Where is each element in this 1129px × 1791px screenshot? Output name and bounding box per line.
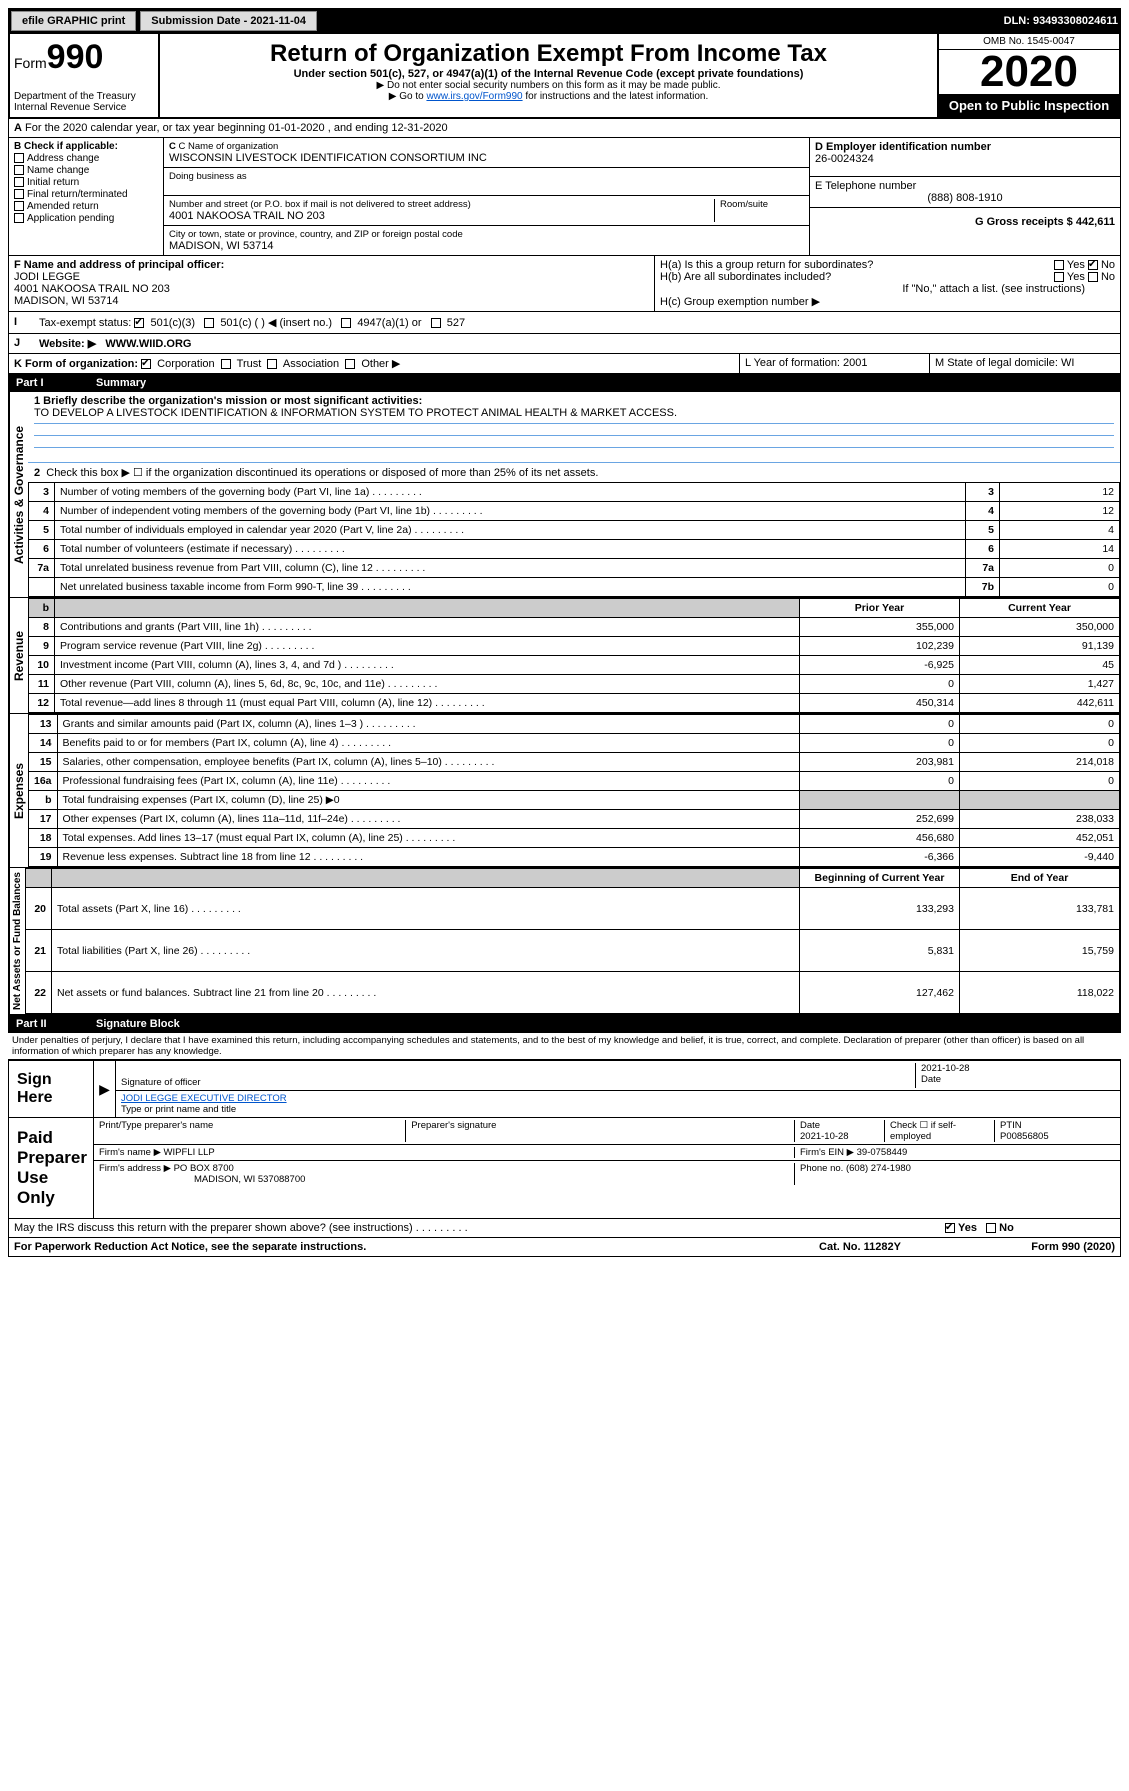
revenue-label: Revenue <box>9 598 28 713</box>
part2-header: Part II Signature Block <box>8 1015 1121 1033</box>
addr-label: Number and street (or P.O. box if mail i… <box>169 199 714 210</box>
arrow-icon: ▶ <box>94 1061 116 1117</box>
cb-application-pending[interactable] <box>14 213 24 223</box>
section-b: B Check if applicable: Address change Na… <box>8 138 1121 256</box>
instructions-link-row: ▶ Go to www.irs.gov/Form990 for instruct… <box>164 91 933 102</box>
gross-receipts: G Gross receipts $ 442,611 <box>975 216 1115 228</box>
cb-527[interactable] <box>431 318 441 328</box>
city-state-zip: MADISON, WI 53714 <box>169 240 804 252</box>
officer-name: JODI LEGGE <box>14 271 649 283</box>
cb-hb-yes[interactable] <box>1054 272 1064 282</box>
cb-discuss-yes[interactable] <box>945 1223 955 1233</box>
cb-amended[interactable] <box>14 201 24 211</box>
irs-link[interactable]: www.irs.gov/Form990 <box>426 91 522 102</box>
phone: (888) 808-1910 <box>815 192 1115 204</box>
efile-button[interactable]: efile GRAPHIC print <box>11 11 136 31</box>
cb-ha-yes[interactable] <box>1054 260 1064 270</box>
cb-final-return[interactable] <box>14 189 24 199</box>
dba-label: Doing business as <box>169 171 804 182</box>
officer-addr1: 4001 NAKOOSA TRAIL NO 203 <box>14 283 649 295</box>
form-number: Form990 <box>14 38 154 77</box>
checkbox-column: B Check if applicable: Address change Na… <box>9 138 164 255</box>
header-row: Form990 Department of the Treasury Inter… <box>8 34 1121 119</box>
state-domicile: M State of legal domicile: WI <box>930 354 1120 373</box>
netassets-label: Net Assets or Fund Balances <box>9 868 25 1014</box>
cb-name-change[interactable] <box>14 165 24 175</box>
mission-text: TO DEVELOP A LIVESTOCK IDENTIFICATION & … <box>34 407 677 419</box>
netassets-table: Beginning of Current Year End of Year 20… <box>25 868 1120 1014</box>
row-j: J Website: ▶ WWW.WIID.ORG <box>8 334 1121 354</box>
cb-501c3[interactable] <box>134 318 144 328</box>
ssn-warning: ▶ Do not enter social security numbers o… <box>164 80 933 91</box>
submission-date-button[interactable]: Submission Date - 2021-11-04 <box>140 11 317 31</box>
cb-hb-no[interactable] <box>1088 272 1098 282</box>
department: Department of the Treasury Internal Reve… <box>14 91 154 113</box>
cb-ha-no[interactable] <box>1088 260 1098 270</box>
officer-addr2: MADISON, WI 53714 <box>14 295 649 307</box>
sign-here-label: Sign Here <box>9 1061 94 1117</box>
paid-preparer-label: Paid Preparer Use Only <box>9 1118 94 1218</box>
governance-label: Activities & Governance <box>9 392 28 597</box>
cb-address-change[interactable] <box>14 153 24 163</box>
year-formation: L Year of formation: 2001 <box>740 354 930 373</box>
cb-501c[interactable] <box>204 318 214 328</box>
cb-other[interactable] <box>345 359 355 369</box>
row-a: A For the 2020 calendar year, or tax yea… <box>8 119 1121 138</box>
form-subtitle: Under section 501(c), 527, or 4947(a)(1)… <box>164 68 933 80</box>
top-bar: efile GRAPHIC print Submission Date - 20… <box>8 8 1121 34</box>
org-name: WISCONSIN LIVESTOCK IDENTIFICATION CONSO… <box>169 152 804 164</box>
d-label: D Employer identification number <box>815 141 991 153</box>
form-title: Return of Organization Exempt From Incom… <box>164 40 933 68</box>
expenses-label: Expenses <box>9 714 28 867</box>
cb-discuss-no[interactable] <box>986 1223 996 1233</box>
c-label: C C Name of organization <box>169 141 804 152</box>
row-i: I Tax-exempt status: 501(c)(3) 501(c) ( … <box>8 312 1121 334</box>
cb-corporation[interactable] <box>141 359 151 369</box>
revenue-table: b Prior Year Current Year 8Contributions… <box>28 598 1120 713</box>
expenses-table: 13Grants and similar amounts paid (Part … <box>28 714 1120 867</box>
cb-association[interactable] <box>267 359 277 369</box>
cb-trust[interactable] <box>221 359 231 369</box>
row-f-h: F Name and address of principal officer:… <box>8 256 1121 312</box>
dln-label: DLN: 93493308024611 <box>1004 15 1118 27</box>
city-label: City or town, state or province, country… <box>169 229 804 240</box>
open-public-badge: Open to Public Inspection <box>939 94 1119 117</box>
footer-row: For Paperwork Reduction Act Notice, see … <box>8 1238 1121 1257</box>
cb-initial-return[interactable] <box>14 177 24 187</box>
officer-sig-name[interactable]: JODI LEGGE EXECUTIVE DIRECTOR <box>121 1093 287 1104</box>
perjury-text: Under penalties of perjury, I declare th… <box>8 1033 1121 1059</box>
signature-section: Sign Here ▶ Signature of officer 2021-10… <box>8 1059 1121 1219</box>
e-label: E Telephone number <box>815 180 1115 192</box>
governance-table: 3Number of voting members of the governi… <box>28 482 1120 597</box>
website: WWW.WIID.ORG <box>105 338 191 350</box>
cb-4947[interactable] <box>341 318 351 328</box>
row-k: K Form of organization: Corporation Trus… <box>8 354 1121 374</box>
part1-header: Part I Summary <box>8 374 1121 392</box>
tax-year: 2020 <box>939 50 1119 94</box>
ein: 26-0024324 <box>815 153 1115 165</box>
discuss-row: May the IRS discuss this return with the… <box>8 1219 1121 1238</box>
street-address: 4001 NAKOOSA TRAIL NO 203 <box>169 210 714 222</box>
room-suite: Room/suite <box>714 199 804 222</box>
